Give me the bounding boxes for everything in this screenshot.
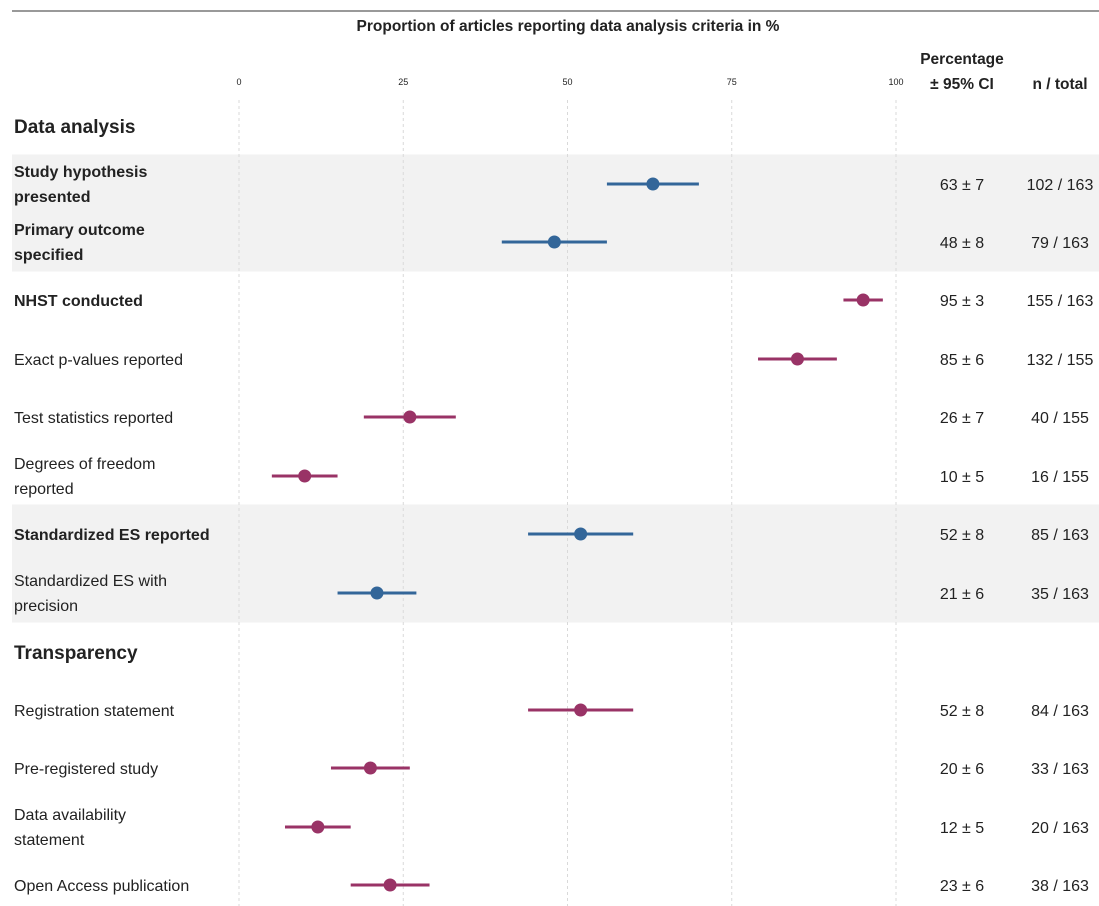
- data-row: Open Access publication 23 ± 6 38 / 163: [14, 878, 1089, 895]
- row-label-line: presented: [14, 189, 90, 206]
- row-label: Primary outcome specified: [14, 222, 145, 264]
- data-row: Exact p-values reported 85 ± 6 132 / 155: [14, 352, 1093, 369]
- n-total-value: 38 / 163: [1031, 878, 1089, 895]
- data-row: NHST conducted 95 ± 3 155 / 163: [14, 293, 1093, 310]
- estimate-point: [298, 469, 312, 483]
- estimate-point: [574, 703, 588, 717]
- n-total-value: 85 / 163: [1031, 527, 1089, 544]
- estimate-point: [363, 761, 377, 775]
- row-label: Exact p-values reported: [14, 352, 183, 369]
- row-label-line: precision: [14, 598, 78, 615]
- n-total-value: 20 / 163: [1031, 820, 1089, 837]
- estimate-point: [856, 293, 870, 307]
- x-tick-label: 25: [398, 77, 408, 87]
- percentage-value: 26 ± 7: [940, 410, 984, 427]
- n-total-value: 33 / 163: [1031, 761, 1089, 778]
- row-label: Open Access publication: [14, 878, 189, 895]
- row-label-line: Standardized ES with: [14, 573, 167, 590]
- x-axis-ticks: 0 25 50 75 100: [236, 77, 903, 87]
- chart-title: Proportion of articles reporting data an…: [357, 18, 780, 35]
- percentage-value: 52 ± 8: [940, 527, 984, 544]
- row-label: Test statistics reported: [14, 410, 173, 427]
- data-row: Study hypothesis presented 63 ± 7 102 / 163: [14, 164, 1093, 206]
- percentage-value: 10 ± 5: [940, 469, 984, 486]
- row-label-line: statement: [14, 832, 85, 849]
- n-total-value: 155 / 163: [1027, 293, 1094, 310]
- n-total-value: 102 / 163: [1027, 177, 1094, 194]
- row-band: [12, 563, 1099, 623]
- percentage-value: 12 ± 5: [940, 820, 984, 837]
- n-total-value: 84 / 163: [1031, 703, 1089, 720]
- row-label: Data availability statement: [14, 807, 126, 849]
- row-label: NHST conducted: [14, 293, 143, 310]
- x-tick-label: 100: [888, 77, 903, 87]
- percentage-value: 95 ± 3: [940, 293, 984, 310]
- percentage-value: 52 ± 8: [940, 703, 984, 720]
- row-label-line: Study hypothesis: [14, 164, 147, 181]
- row-label: Standardized ES with precision: [14, 573, 167, 615]
- row-label-line: reported: [14, 481, 74, 498]
- gridlines: [238, 100, 897, 906]
- row-label: Pre-registered study: [14, 761, 158, 778]
- data-row: Standardized ES with precision 21 ± 6 35 / …: [14, 573, 1089, 615]
- row-label-line: Degrees of freedom: [14, 456, 155, 473]
- percentage-value: 48 ± 8: [940, 235, 984, 252]
- row-label: Registration statement: [14, 703, 175, 720]
- rows: Data analysis Study hypothesis presented 63…: [14, 117, 1093, 895]
- row-label: Study hypothesis presented: [14, 164, 147, 206]
- data-row: Pre-registered study 20 ± 6 33 / 163: [14, 761, 1089, 778]
- x-tick-label: 75: [727, 77, 737, 87]
- percentage-value: 63 ± 7: [940, 177, 984, 194]
- row-band: [12, 154, 1099, 214]
- percentage-value: 21 ± 6: [940, 586, 984, 603]
- ci-header: ± 95% CI: [930, 76, 994, 93]
- estimate-point: [403, 410, 417, 424]
- n-total-value: 132 / 155: [1027, 352, 1094, 369]
- x-tick-label: 0: [236, 77, 241, 87]
- percentage-value: 85 ± 6: [940, 352, 984, 369]
- n-total-value: 40 / 155: [1031, 410, 1089, 427]
- n-total-header: n / total: [1032, 76, 1087, 93]
- row-label: Standardized ES reported: [14, 527, 210, 544]
- estimate-point: [574, 527, 588, 541]
- n-total-value: 79 / 163: [1031, 235, 1089, 252]
- row-label-line: specified: [14, 247, 83, 264]
- data-row: Data availability statement 12 ± 5 20 / 163: [14, 807, 1089, 849]
- estimate-point: [790, 352, 804, 366]
- data-row: Test statistics reported 26 ± 7 40 / 155: [14, 410, 1089, 427]
- percentage-value: 20 ± 6: [940, 761, 984, 778]
- data-row: Standardized ES reported 52 ± 8 85 / 163: [14, 527, 1089, 544]
- percentage-header: Percentage: [920, 51, 1004, 68]
- row-label-line: Primary outcome: [14, 222, 145, 239]
- row-shading: [12, 154, 1099, 623]
- estimate-point: [646, 177, 660, 191]
- estimate-point: [311, 820, 325, 834]
- n-total-value: 16 / 155: [1031, 469, 1089, 486]
- data-row: Primary outcome specified 48 ± 8 79 / 163: [14, 222, 1089, 264]
- x-tick-label: 50: [562, 77, 572, 87]
- percentage-value: 23 ± 6: [940, 878, 984, 895]
- data-row: Degrees of freedom reported 10 ± 5 16 / 155: [14, 456, 1089, 498]
- row-label-line: Data availability: [14, 807, 126, 824]
- section-heading: Data analysis: [14, 117, 135, 138]
- n-total-value: 35 / 163: [1031, 586, 1089, 603]
- data-row: Registration statement 52 ± 8 84 / 163: [14, 703, 1089, 720]
- row-label: Degrees of freedom reported: [14, 456, 155, 498]
- estimate-point: [547, 235, 561, 249]
- estimate-point: [383, 878, 397, 892]
- section-heading: Transparency: [14, 643, 138, 664]
- estimate-point: [370, 586, 384, 600]
